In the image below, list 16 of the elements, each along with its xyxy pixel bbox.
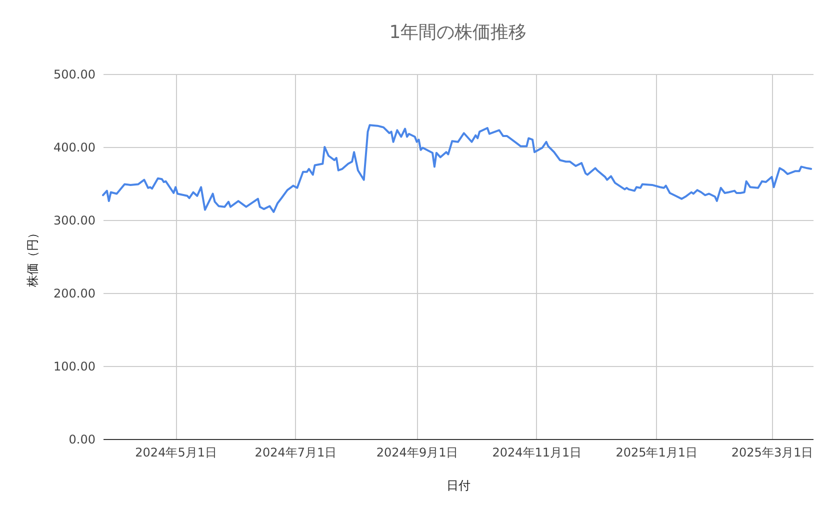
x-tick-label: 2024年7月1日: [254, 446, 337, 460]
x-tick-label: 2025年1月1日: [616, 446, 698, 460]
y-tick-label: 400.00: [54, 140, 96, 154]
x-tick-label: 2024年9月1日: [376, 446, 458, 460]
y-tick-label: 100.00: [54, 360, 96, 374]
x-tick-label: 2024年5月1日: [135, 446, 217, 460]
line-series: [102, 124, 812, 213]
x-tick-label: 2025年3月1日: [731, 446, 814, 460]
chart-title: 1年間の株価推移: [389, 22, 527, 43]
y-tick-label: 0.00: [68, 432, 96, 446]
y-tick-label: 300.00: [54, 214, 96, 228]
x-axis-title: 日付: [446, 478, 470, 492]
y-tick-label: 200.00: [54, 286, 96, 300]
y-axis-title: 株価（円）: [26, 227, 40, 288]
x-tick-label: 2024年11月1日: [492, 446, 582, 460]
y-tick-label: 500.00: [54, 68, 96, 82]
